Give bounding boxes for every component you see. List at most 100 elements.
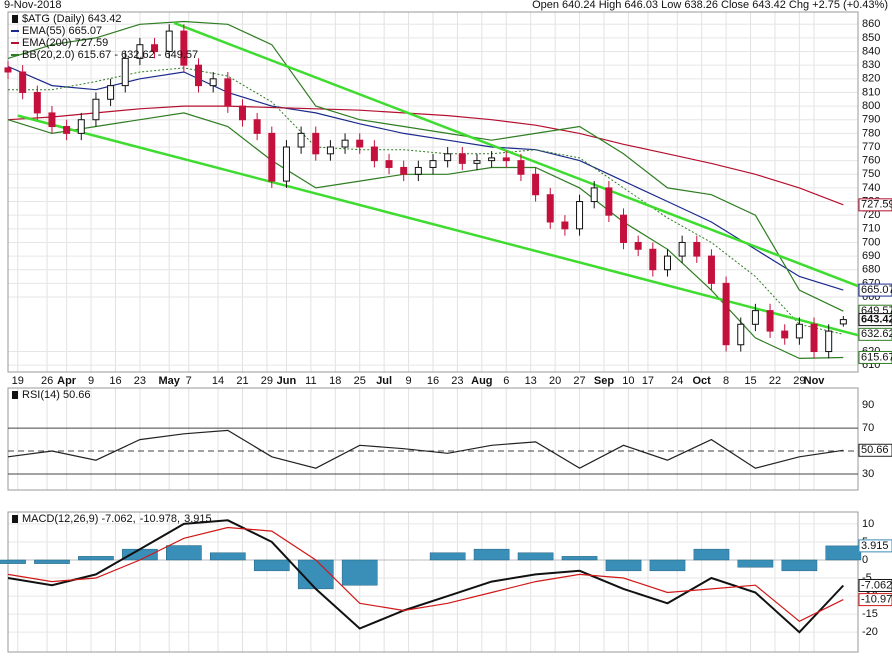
- y-tick-label: 90: [862, 399, 874, 411]
- candle-body: [151, 44, 159, 53]
- value-box: [858, 283, 892, 297]
- x-tick-label: Aug: [471, 375, 492, 387]
- x-tick-label: 16: [427, 375, 439, 387]
- candle-body: [33, 91, 41, 114]
- legend-icon: [12, 391, 18, 399]
- y-tick-label: 0: [862, 554, 868, 566]
- x-tick-label: Jun: [277, 375, 297, 387]
- candle-body: [751, 310, 759, 325]
- histogram-bar: [0, 559, 26, 564]
- candle-body: [561, 221, 569, 230]
- x-tick-label: Oct: [693, 375, 712, 387]
- candle-body: [341, 139, 349, 148]
- value-box: [858, 313, 892, 327]
- candle-body: [326, 146, 334, 155]
- date: 9-Nov-2018: [4, 0, 61, 11]
- candle-body: [282, 146, 290, 182]
- x-tick-label: 10: [622, 375, 634, 387]
- legend-title: RSI(14) 50.66: [22, 389, 90, 401]
- candle-body: [92, 98, 100, 121]
- y-tick-label: 690: [862, 250, 880, 262]
- histogram-bar: [209, 552, 246, 561]
- legend-label: 3.915: [184, 513, 212, 525]
- value-box-label: 50.66: [861, 444, 889, 456]
- candle-body: [649, 248, 657, 271]
- x-tick-label: 13: [525, 375, 537, 387]
- y-tick-label: 70: [862, 422, 874, 434]
- x-tick-label: 22: [769, 375, 781, 387]
- candle-body: [590, 187, 598, 203]
- legend-label: EMA(200) 727.59: [22, 37, 108, 49]
- y-tick-label: -20: [862, 626, 878, 638]
- value-box-label: -10.978: [861, 594, 892, 606]
- value-box-label: -7.062: [861, 579, 892, 591]
- value-box-label: 615.67: [861, 351, 892, 363]
- legend-label: -10.978,: [140, 513, 180, 525]
- x-tick-label: 27: [573, 375, 585, 387]
- legend-label: MACD(12,26,9) -7.062,: [22, 513, 136, 525]
- histogram-bar: [561, 556, 598, 561]
- candle-body: [795, 323, 803, 339]
- candle-body: [4, 67, 12, 73]
- candle-body: [737, 323, 745, 346]
- y-tick-label: 800: [862, 100, 880, 112]
- candle-body: [312, 132, 320, 155]
- y-tick-label: 760: [862, 155, 880, 167]
- candle-body: [253, 119, 261, 134]
- x-tick-label: 29: [261, 375, 273, 387]
- x-tick-label: 17: [642, 375, 654, 387]
- value-box-label: 727.59: [861, 199, 892, 211]
- value-box: [858, 350, 892, 364]
- candle-body: [532, 173, 540, 196]
- histogram-bar: [473, 548, 510, 561]
- series-line: [7, 112, 844, 360]
- y-tick-label: 860: [862, 18, 880, 30]
- candle-body: [707, 255, 715, 284]
- y-tick-label: 710: [862, 223, 880, 235]
- candle-body: [297, 132, 305, 148]
- x-tick-label: 26: [41, 375, 53, 387]
- x-tick-label: 6: [503, 375, 509, 387]
- x-tick-label: 23: [451, 375, 463, 387]
- value-box-label: 3.915: [861, 540, 889, 552]
- candle-body: [195, 64, 203, 87]
- histogram-bar: [341, 559, 378, 586]
- legend-icon: [12, 15, 18, 23]
- candle-body: [473, 160, 481, 164]
- candle-body: [663, 255, 671, 271]
- panel-frame: [7, 387, 859, 491]
- candle-body: [165, 30, 173, 53]
- y-tick-label: 840: [862, 45, 880, 57]
- quote: Open 640.24 High 646.03 Low 638.26 Close…: [532, 0, 888, 11]
- candle-body: [634, 241, 642, 250]
- x-tick-label: 9: [88, 375, 94, 387]
- series-line: [7, 429, 844, 469]
- candle-body: [121, 57, 129, 87]
- candle-body: [488, 157, 496, 162]
- candle-body: [722, 282, 730, 346]
- x-tick-label: 24: [671, 375, 683, 387]
- candle-body: [268, 132, 276, 182]
- x-tick-label: 7: [186, 375, 192, 387]
- candle-body: [693, 241, 701, 257]
- x-tick-label: 23: [134, 375, 146, 387]
- series-line: [8, 67, 844, 335]
- candle-body: [107, 85, 115, 100]
- y-tick-label: 780: [862, 127, 880, 139]
- candle-body: [678, 241, 686, 257]
- candle-body: [370, 146, 378, 162]
- y-tick-label: 770: [862, 141, 880, 153]
- candle-body: [77, 119, 85, 134]
- candle-body: [766, 310, 774, 332]
- candle-body: [19, 71, 27, 93]
- value-box: [858, 198, 892, 212]
- candle-body: [546, 194, 554, 223]
- candle-body: [576, 201, 584, 230]
- y-tick-label: 740: [862, 182, 880, 194]
- series-line: [7, 526, 844, 623]
- x-tick-label: Sep: [594, 375, 614, 387]
- panel-frame: [7, 511, 859, 653]
- y-tick-label: 790: [862, 114, 880, 126]
- series-line: [7, 20, 844, 312]
